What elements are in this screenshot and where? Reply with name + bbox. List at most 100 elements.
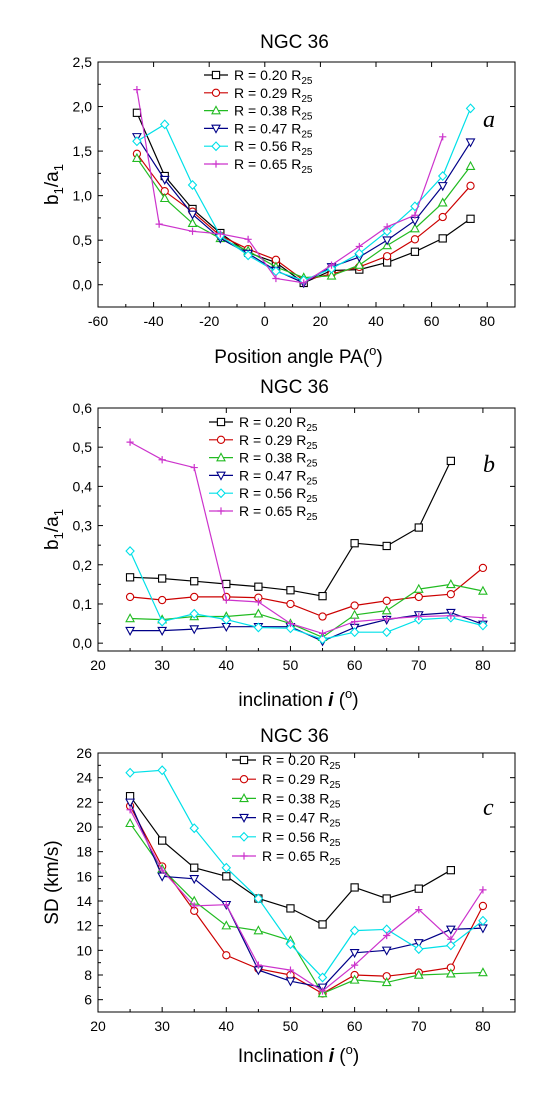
series-line	[130, 567, 484, 618]
data-point	[285, 939, 296, 950]
y-tick-label: 22	[76, 794, 92, 810]
legend-entry: R = 0.47 R25	[234, 120, 313, 140]
plot-frame	[97, 407, 516, 652]
legend-marker	[216, 435, 226, 444]
data-point	[125, 546, 135, 557]
data-point	[318, 629, 327, 637]
data-point	[351, 618, 359, 626]
legend-marker	[239, 755, 249, 765]
panel-letter: a	[483, 107, 495, 133]
data-point	[216, 230, 224, 238]
data-point	[351, 961, 359, 969]
series-line	[130, 769, 484, 979]
x-tick-label: 50	[283, 657, 299, 673]
data-point	[189, 608, 199, 619]
data-point	[413, 939, 424, 949]
data-point	[437, 182, 448, 192]
data-point	[414, 884, 423, 893]
y-axis-label: SD (km/s)	[42, 840, 63, 924]
x-tick-label: 0	[261, 313, 269, 329]
data-point	[381, 605, 392, 615]
x-tick-label: 30	[154, 657, 170, 673]
legend-entry: R = 0.29 R25	[239, 432, 318, 452]
data-point	[286, 586, 295, 595]
data-point	[382, 541, 391, 551]
legend-marker	[216, 471, 226, 481]
data-point	[318, 920, 327, 929]
chart-title: NGC 36	[260, 32, 329, 53]
data-point	[221, 920, 232, 930]
series-5	[133, 86, 447, 287]
data-point	[222, 901, 230, 909]
data-point	[222, 596, 230, 604]
legend-marker	[216, 488, 226, 499]
series-0	[125, 456, 455, 601]
legend-marker	[239, 813, 249, 823]
data-point	[300, 279, 308, 287]
series-line	[136, 89, 444, 284]
data-point	[133, 86, 141, 94]
data-point	[188, 227, 197, 235]
data-point	[126, 806, 134, 814]
data-point	[446, 456, 455, 466]
data-point	[381, 627, 392, 638]
data-point	[132, 108, 142, 117]
data-point	[285, 623, 296, 634]
data-point	[381, 977, 392, 987]
legend-marker	[240, 852, 248, 860]
x-axis-label: Inclination i (o)	[238, 1042, 359, 1067]
data-point	[187, 217, 198, 228]
legend-entry: R = 0.47 R25	[262, 810, 341, 830]
data-point	[190, 592, 199, 602]
x-tick-label: 30	[154, 1018, 170, 1034]
data-point	[447, 612, 455, 620]
x-tick-label: 40	[219, 657, 235, 673]
data-point	[479, 614, 487, 622]
data-point	[437, 171, 448, 182]
data-point	[190, 902, 198, 910]
y-tick-label: 14	[76, 893, 92, 909]
data-point	[349, 974, 360, 984]
legend-marker	[217, 507, 225, 515]
data-point	[222, 872, 231, 881]
data-point	[465, 138, 476, 148]
data-point	[445, 579, 456, 589]
data-point	[439, 133, 447, 141]
data-point	[478, 967, 488, 977]
data-point	[285, 977, 296, 987]
data-point	[158, 836, 167, 845]
data-point	[221, 862, 232, 873]
data-point	[411, 211, 419, 219]
y-tick-label: 0,1	[73, 596, 93, 612]
series-4	[125, 765, 488, 983]
x-tick-label: 20	[90, 657, 106, 673]
series-3	[125, 798, 488, 993]
data-point	[272, 274, 280, 283]
data-point	[155, 220, 163, 228]
x-tick-label: 40	[219, 1018, 235, 1034]
series-line	[130, 583, 484, 638]
data-point	[254, 598, 262, 606]
data-point	[414, 523, 423, 532]
y-tick-label: 10	[76, 942, 92, 958]
data-point	[415, 612, 423, 621]
x-tick-label: 70	[411, 657, 427, 673]
x-tick-label: 70	[411, 1018, 427, 1034]
data-point	[446, 940, 456, 951]
data-point	[243, 250, 253, 261]
data-point	[317, 634, 328, 645]
legend-marker	[211, 88, 221, 97]
data-point	[437, 197, 448, 207]
data-point	[189, 875, 200, 885]
data-point	[413, 583, 424, 593]
data-point	[286, 904, 295, 913]
x-tick-label: -60	[88, 313, 108, 329]
y-tick-label: 1,5	[73, 143, 93, 159]
y-tick-label: 0,6	[73, 400, 93, 416]
x-tick-label: -20	[199, 313, 219, 329]
y-tick-label: 24	[76, 770, 92, 786]
data-point	[131, 152, 142, 162]
x-tick-label: 60	[347, 657, 363, 673]
data-point	[479, 886, 487, 894]
